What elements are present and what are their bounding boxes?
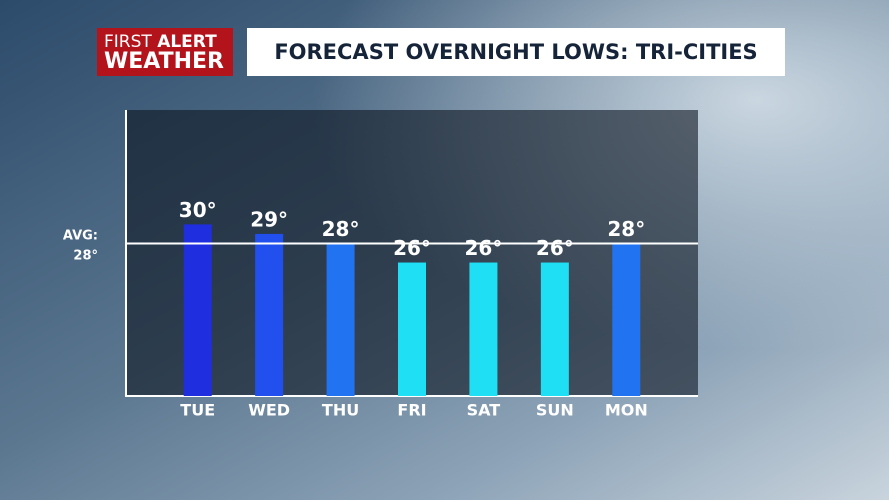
x-tick-label: SUN: [536, 401, 574, 420]
logo-first: FIRST: [104, 32, 152, 52]
title-box: [247, 28, 785, 76]
bar: [326, 243, 355, 396]
value-label: 26°: [536, 236, 574, 260]
bar: [255, 233, 284, 396]
value-label: 29°: [250, 207, 288, 231]
value-label: 26°: [465, 236, 503, 260]
bar: [469, 262, 498, 396]
logo-alert: ALERT: [157, 32, 217, 52]
x-tick-label: WED: [248, 401, 290, 420]
bars: 30° TUE 29° WED 28° THU 26° FRI 26° SAT 26° SUN 28° M…: [125, 198, 698, 420]
value-label: 28°: [322, 217, 360, 241]
x-tick-label: SAT: [467, 401, 501, 420]
chart-title: FORECAST OVERNIGHT LOWS: TRI-CITIES: [274, 40, 757, 64]
x-tick-label: FRI: [397, 401, 426, 420]
bar: [540, 262, 569, 396]
value-label: 30°: [179, 198, 217, 222]
value-label: 26°: [393, 236, 431, 260]
logo-box: [97, 28, 233, 76]
x-tick-label: THU: [322, 401, 359, 420]
bar: [398, 262, 426, 396]
average-value-label: 28°: [73, 249, 98, 264]
logo-weather: WEATHER: [104, 49, 224, 74]
x-tick-label: TUE: [180, 401, 215, 420]
value-label: 28°: [607, 217, 645, 241]
bar: [612, 243, 641, 396]
logo-text: FIRST ALERT: [104, 32, 217, 52]
x-tick-label: MON: [605, 401, 648, 420]
average-label: AVG:: [63, 229, 98, 244]
bar: [183, 224, 212, 396]
